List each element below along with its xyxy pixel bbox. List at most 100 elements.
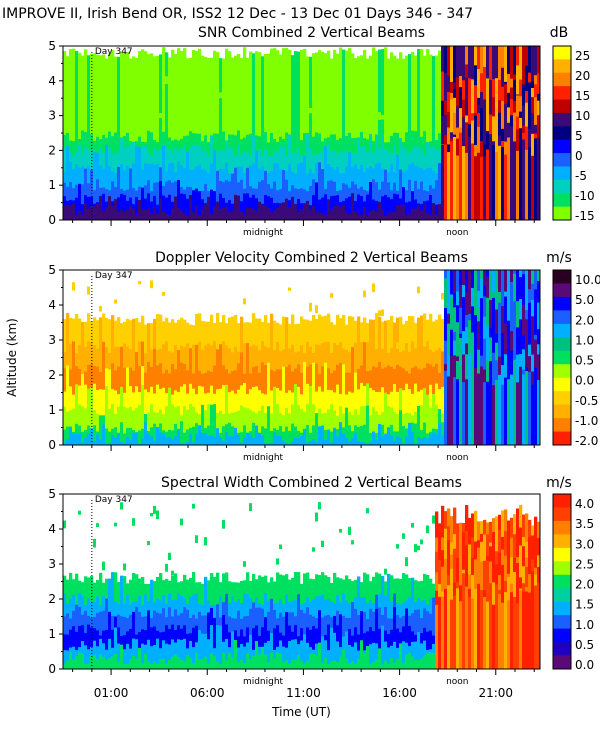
heatmap-stripe	[408, 213, 412, 220]
heatmap-stripe	[285, 442, 289, 445]
heatmap-stripe	[285, 647, 289, 669]
heatmap-speck	[198, 114, 201, 123]
heatmap-stripe	[165, 643, 169, 669]
heatmap-stripe	[387, 647, 391, 669]
heatmap-stripe	[384, 412, 388, 445]
heatmap-stripe	[66, 205, 70, 220]
heatmap-stripe	[168, 215, 172, 220]
heatmap-stripe	[102, 424, 106, 445]
heatmap-stripe	[294, 426, 298, 445]
colorbar-label: 0.5	[575, 638, 594, 652]
heatmap-stripe	[420, 181, 424, 220]
heatmap-stripe	[420, 210, 424, 220]
heatmap-stripe	[216, 182, 220, 220]
heatmap-speck	[354, 331, 357, 337]
heatmap-stripe	[279, 436, 283, 445]
heatmap-stripe	[198, 659, 202, 669]
heatmap-stripe	[327, 664, 331, 669]
heatmap-speck	[132, 103, 135, 108]
heatmap-stripe	[69, 49, 73, 221]
heatmap-stripe	[249, 659, 253, 669]
heatmap-stripe	[348, 644, 352, 669]
heatmap-stripe	[111, 656, 115, 669]
heatmap-stripe	[270, 431, 274, 445]
heatmap-stripe	[276, 652, 280, 669]
heatmap-stripe	[135, 407, 139, 445]
heatmap-speck	[147, 541, 150, 546]
heatmap-stripe	[423, 655, 427, 669]
heatmap-stripe	[441, 435, 445, 445]
heatmap-stripe	[303, 411, 307, 445]
heatmap-stripe	[420, 643, 424, 669]
heatmap-stripe	[255, 653, 259, 669]
heatmap-stripe	[309, 432, 313, 445]
heatmap-stripe	[87, 196, 91, 220]
heatmap-stripe	[246, 432, 250, 445]
heatmap-stripe	[294, 639, 298, 669]
heatmap-stripe	[207, 639, 211, 669]
heatmap-stripe	[81, 184, 85, 220]
y-tick-label: 4	[48, 522, 56, 536]
main-title: IMPROVE II, Irish Bend OR, ISS2 12 Dec -…	[2, 6, 473, 22]
heatmap-speck	[162, 78, 165, 85]
heatmap-stripe	[198, 639, 202, 669]
heatmap-stripe	[360, 441, 364, 445]
heatmap-stripe	[306, 642, 310, 669]
heatmap-stripe	[318, 436, 322, 445]
y-tick-label: 0	[48, 213, 56, 227]
heatmap-stripe	[153, 56, 157, 221]
heatmap-stripe	[300, 660, 304, 669]
colorbar-swatch	[553, 431, 571, 446]
heatmap-stripe	[63, 406, 67, 445]
heatmap-stripe	[207, 196, 211, 220]
heatmap-stripe	[261, 180, 265, 220]
heatmap-stripe	[522, 591, 526, 669]
heatmap-stripe	[300, 49, 304, 220]
heatmap-speck	[291, 337, 294, 343]
heatmap-stripe	[432, 203, 436, 220]
y-tick-label: 3	[48, 333, 56, 347]
heatmap-speck	[138, 281, 141, 285]
heatmap-stripe	[135, 432, 139, 445]
heatmap-stripe	[216, 428, 220, 445]
heatmap-stripe	[378, 206, 382, 220]
heatmap-stripe	[126, 428, 130, 445]
heatmap-stripe	[348, 425, 352, 445]
colorbar: 25 20 15 10 5 0 -5 -10 -15	[552, 45, 595, 223]
heatmap-stripe	[240, 211, 244, 220]
heatmap-speck	[159, 113, 162, 119]
colorbar-swatch	[553, 283, 571, 298]
heatmap-speck	[288, 287, 291, 291]
heatmap-stripe	[312, 53, 316, 220]
heatmap-stripe	[309, 440, 313, 445]
heatmap-stripe	[450, 599, 454, 669]
heatmap-stripe	[72, 433, 76, 445]
heatmap-stripe	[318, 426, 322, 445]
heatmap-stripe	[105, 428, 109, 445]
heatmap-stripe	[81, 204, 85, 220]
heatmap-stripe	[435, 434, 439, 445]
heatmap-stripe	[132, 208, 136, 220]
heatmap-stripe	[102, 436, 106, 445]
heatmap-stripe	[87, 55, 91, 220]
colorbar-swatch	[553, 139, 571, 154]
heatmap-stripe	[453, 377, 457, 445]
heatmap-stripe	[510, 150, 514, 220]
heatmap-stripe	[408, 53, 412, 220]
heatmap-stripe	[480, 590, 484, 669]
heatmap-stripe	[474, 367, 478, 445]
heatmap-stripe	[147, 433, 151, 445]
heatmap-stripe	[450, 141, 454, 220]
heatmap-stripe	[315, 413, 319, 445]
heatmap-stripe	[324, 194, 328, 220]
heatmap-stripe	[375, 433, 379, 445]
heatmap-stripe	[369, 210, 373, 220]
heatmap-stripe	[423, 437, 427, 445]
heatmap-stripe	[390, 199, 394, 220]
heatmap-stripe	[162, 640, 166, 669]
colorbar-label: 1.5	[575, 598, 594, 612]
heatmap-stripe	[321, 425, 325, 445]
heatmap-stripe	[321, 213, 325, 220]
heatmap-speck	[216, 327, 219, 332]
heatmap-stripe	[81, 653, 85, 669]
